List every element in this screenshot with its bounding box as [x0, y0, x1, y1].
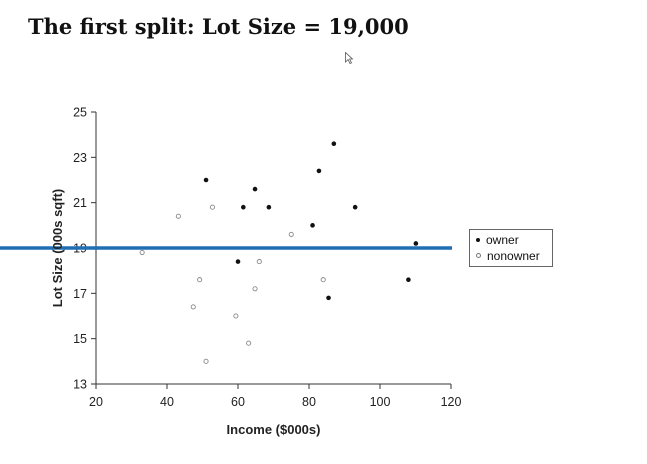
y-tick-label: 17: [73, 287, 87, 301]
y-tick-label: 15: [73, 332, 87, 346]
nonowner-point: [175, 213, 181, 219]
chart-legend: owner nonowner: [469, 229, 553, 267]
x-tick-label: 100: [370, 395, 391, 409]
hollow-dot-icon: [476, 253, 481, 259]
y-axis-title: Lot Size (000s sqft): [50, 189, 65, 307]
filled-dot-icon: [476, 237, 480, 242]
owner-point: [316, 168, 322, 174]
legend-label-nonowner: nonowner: [487, 249, 540, 263]
x-axis-title: Income ($000s): [227, 422, 321, 437]
nonowner-point: [246, 340, 252, 346]
data-points: [139, 141, 419, 364]
x-tick-label: 120: [441, 395, 462, 409]
owner-point: [413, 241, 419, 246]
y-tick-label: 13: [73, 378, 87, 392]
owner-point: [406, 277, 411, 283]
owner-point: [310, 223, 315, 228]
nonowner-point: [252, 286, 258, 292]
x-tick-label: 20: [89, 395, 103, 409]
slide-title: The first split: Lot Size = 19,000: [28, 14, 409, 39]
nonowner-point: [233, 313, 239, 319]
nonowner-point: [190, 304, 196, 310]
y-tick-label: 25: [73, 106, 87, 120]
owner-point: [352, 204, 358, 210]
owner-point: [235, 259, 241, 264]
owner-point: [252, 186, 258, 192]
nonowner-point: [256, 259, 262, 265]
mouse-cursor-icon: [345, 52, 353, 64]
owner-point: [331, 141, 337, 147]
nonowner-point: [139, 249, 145, 256]
nonowner-point: [320, 277, 326, 283]
nonowner-point: [288, 231, 294, 237]
y-tick-label: 21: [73, 196, 87, 210]
legend-item-owner: owner: [476, 232, 519, 248]
legend-item-nonowner: nonowner: [476, 248, 540, 264]
x-tick-label: 40: [160, 395, 174, 409]
nonowner-point: [197, 277, 203, 283]
owner-point: [241, 204, 246, 210]
owner-point: [326, 295, 331, 301]
x-tick-label: 60: [231, 395, 245, 409]
y-tick-label: 23: [73, 151, 87, 165]
x-axis-ticks: 20 40 60 80 100 120: [89, 384, 461, 409]
owner-point: [203, 177, 209, 183]
x-tick-label: 80: [302, 395, 316, 409]
legend-label-owner: owner: [486, 233, 519, 247]
owner-point: [266, 204, 272, 210]
nonowner-point: [203, 358, 209, 364]
nonowner-point: [209, 204, 215, 210]
